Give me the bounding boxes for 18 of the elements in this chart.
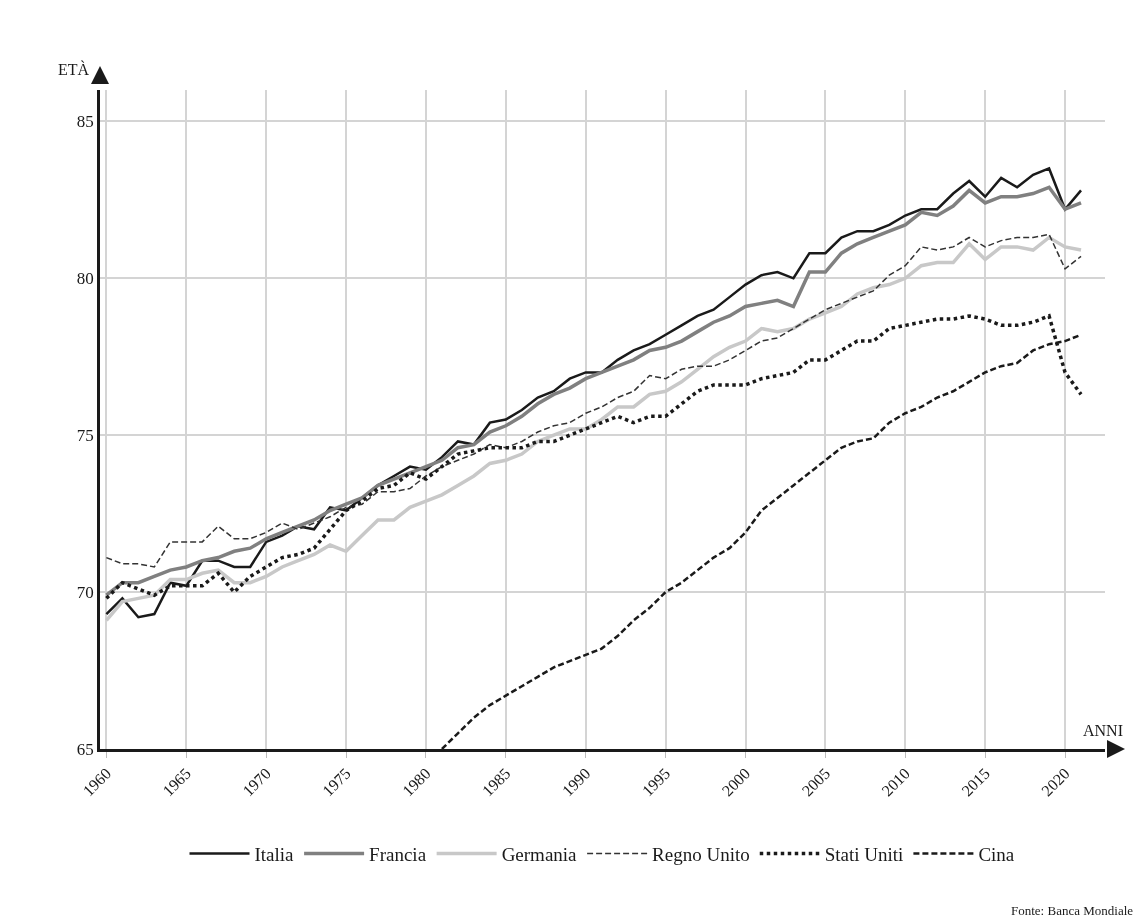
x-axis-title: ANNI xyxy=(1083,722,1123,739)
legend-label: Cina xyxy=(978,843,1015,865)
x-tick-label: 1980 xyxy=(399,764,434,800)
y-tick-label: 70 xyxy=(76,583,94,603)
x-tick-label: 1970 xyxy=(239,764,274,800)
x-tick-label: 1990 xyxy=(558,764,594,800)
y-tick-label: 80 xyxy=(76,269,94,289)
y-tick-label: 85 xyxy=(76,112,94,132)
legend-label: Stati Uniti xyxy=(824,843,904,865)
y-axis-title: ETÀ xyxy=(58,60,90,78)
source-note: Fonte: Banca Mondiale xyxy=(1011,903,1134,918)
y-tick-label: 65 xyxy=(76,739,94,759)
legend-label: Germania xyxy=(501,843,578,865)
x-tick-label: 1960 xyxy=(79,764,115,800)
y-tick-label: 75 xyxy=(76,426,94,446)
legend-label: Italia xyxy=(254,843,295,865)
legend-label: Francia xyxy=(369,843,427,865)
legend-label: Regno Unito xyxy=(652,843,750,865)
